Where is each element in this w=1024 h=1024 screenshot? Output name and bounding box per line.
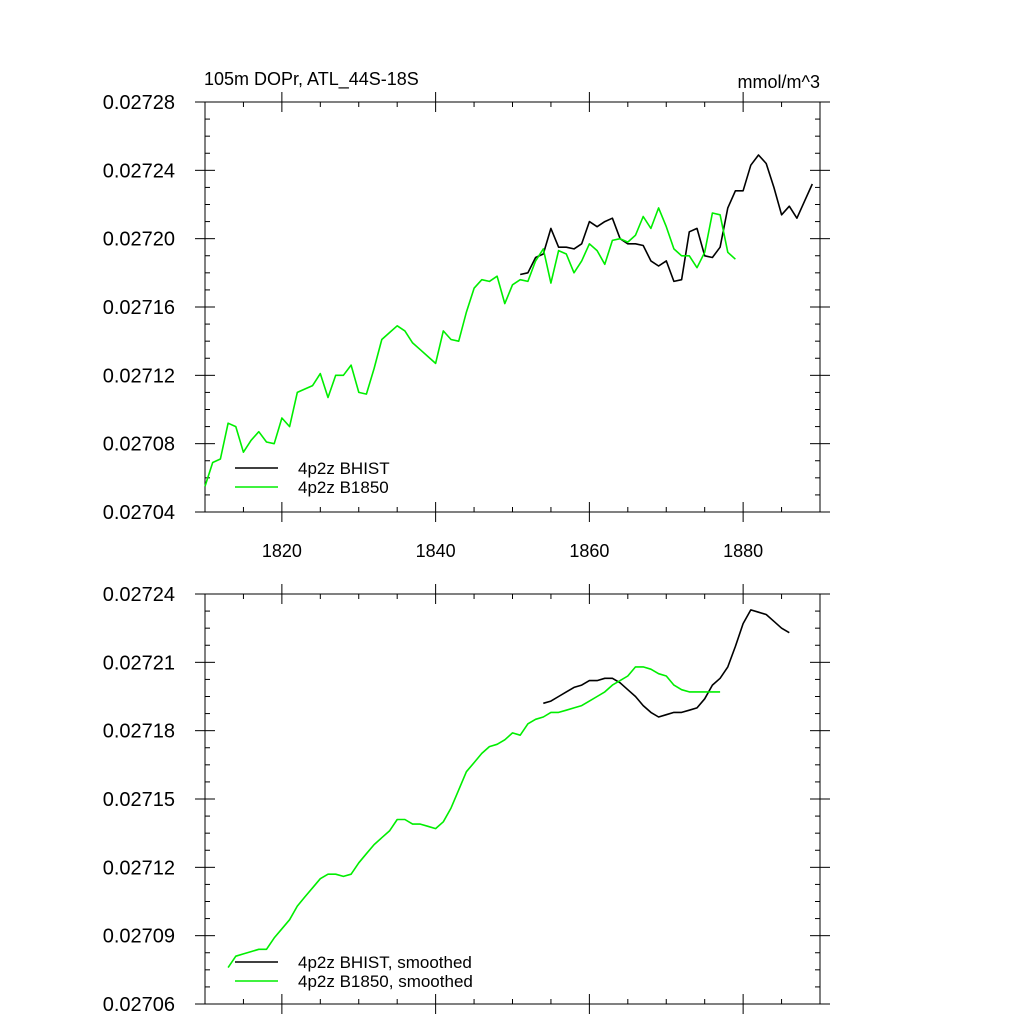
legend-label: 4p2z BHIST, smoothed xyxy=(298,953,472,972)
series-line-bhist xyxy=(520,154,814,283)
legend-label: 4p2z B1850, smoothed xyxy=(298,972,473,991)
bottom-chart-panel: 0.02706 0.02709 0.02712 0.02715 0.02718 0.027… xyxy=(103,584,830,1016)
plot-frame xyxy=(204,593,821,1005)
series-line-b1850 xyxy=(204,207,736,487)
y-tick-label: 0.02708 xyxy=(103,434,175,456)
y-tick-label: 0.02718 xyxy=(103,721,175,743)
chart-title-right: mmol/m^3 xyxy=(738,72,820,92)
y-tick-label: 0.02715 xyxy=(103,789,175,811)
x-tick-label: 1880 xyxy=(723,541,763,561)
y-tick-label: 0.02706 xyxy=(103,994,175,1016)
y-tick-label: 0.02724 xyxy=(103,160,175,182)
top-chart-panel: 105m DOPr, ATL_44S-18S mmol/m^3 1820 1840… xyxy=(103,69,830,561)
y-tick-label: 0.02709 xyxy=(103,926,175,948)
y-tick-label: 0.02728 xyxy=(103,92,175,114)
y-tick-label: 0.02704 xyxy=(103,502,175,524)
y-tick-label: 0.02720 xyxy=(103,229,175,251)
x-tick-label: 1840 xyxy=(416,541,456,561)
legend-label: 4p2z BHIST xyxy=(298,459,390,478)
series-line-b1850 xyxy=(227,666,721,969)
y-tick-label: 0.02724 xyxy=(103,584,175,606)
series-line-bhist xyxy=(543,609,790,718)
chart-title-left: 105m DOPr, ATL_44S-18S xyxy=(204,69,419,90)
y-tick-label: 0.02716 xyxy=(103,297,175,319)
plot-frame xyxy=(204,101,821,513)
x-tick-label: 1860 xyxy=(569,541,609,561)
y-tick-label: 0.02712 xyxy=(103,857,175,879)
y-tick-label: 0.02712 xyxy=(103,365,175,387)
legend-label: 4p2z B1850 xyxy=(298,478,389,497)
x-tick-label: 1820 xyxy=(262,541,302,561)
y-tick-label: 0.02721 xyxy=(103,652,175,674)
